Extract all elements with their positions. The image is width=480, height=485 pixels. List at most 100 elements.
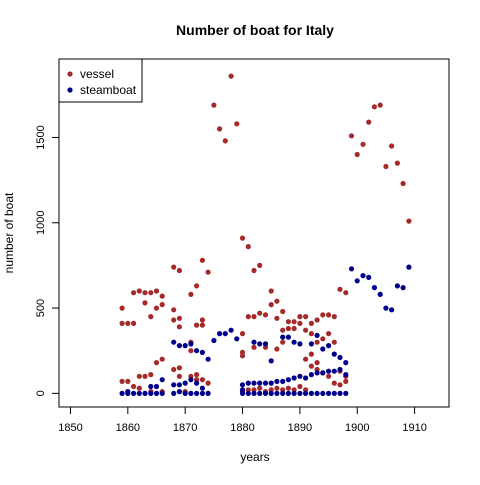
data-point-vessel — [142, 290, 148, 296]
data-point-steamboat — [337, 354, 343, 361]
data-point-vessel — [389, 143, 395, 149]
legend-marker-steamboat — [67, 87, 73, 93]
data-point-vessel — [136, 385, 142, 391]
data-point-vessel — [245, 244, 251, 250]
data-point-steamboat — [383, 305, 389, 311]
y-tick-label: 1000 — [35, 211, 47, 235]
data-point-vessel — [308, 351, 314, 357]
series-steamboat — [119, 264, 412, 396]
data-point-vessel — [320, 312, 326, 318]
data-point-steamboat — [188, 390, 194, 396]
data-point-steamboat — [142, 390, 148, 396]
data-point-vessel — [343, 290, 349, 296]
data-point-vessel — [119, 305, 125, 311]
data-points — [119, 73, 412, 396]
data-point-steamboat — [268, 390, 274, 396]
data-point-vessel — [239, 331, 246, 337]
legend: vessel steamboat — [58, 58, 143, 103]
x-axis: 1850 1860 1870 1880 1890 1900 1910 — [58, 406, 427, 434]
data-point-steamboat — [360, 273, 366, 279]
y-tick-label: 1500 — [35, 125, 47, 149]
data-point-vessel — [268, 288, 274, 294]
data-point-steamboat — [314, 370, 320, 376]
data-point-steamboat — [171, 339, 177, 345]
data-point-steamboat — [366, 274, 372, 280]
x-tick-label: 1890 — [288, 422, 312, 434]
data-point-steamboat — [274, 390, 280, 396]
data-point-steamboat — [262, 341, 269, 347]
data-point-steamboat — [262, 390, 269, 396]
data-point-vessel — [331, 339, 337, 345]
data-point-vessel — [326, 331, 332, 337]
data-point-vessel — [274, 346, 280, 352]
data-point-vessel — [274, 385, 280, 391]
data-point-steamboat — [308, 372, 314, 378]
legend-label-steamboat: steamboat — [80, 83, 137, 97]
data-point-vessel — [188, 348, 194, 354]
data-point-vessel — [331, 314, 337, 320]
data-point-steamboat — [354, 278, 360, 284]
y-tick-label: 0 — [35, 390, 47, 396]
data-point-vessel — [251, 314, 257, 320]
data-point-vessel — [222, 138, 228, 144]
x-tick-label: 1880 — [230, 422, 254, 434]
data-point-steamboat — [326, 368, 332, 374]
data-point-steamboat — [182, 380, 188, 386]
data-point-steamboat — [371, 285, 377, 291]
data-point-steamboat — [222, 331, 228, 337]
plot-frame — [58, 58, 450, 408]
x-tick-label: 1900 — [345, 422, 369, 434]
data-point-vessel — [251, 267, 257, 274]
data-point-steamboat — [348, 266, 355, 272]
data-point-steamboat — [389, 307, 395, 313]
data-point-steamboat — [148, 390, 154, 396]
data-point-steamboat — [320, 370, 326, 376]
data-point-vessel — [337, 382, 343, 388]
data-point-vessel — [280, 339, 286, 345]
data-point-vessel — [211, 102, 217, 108]
data-point-steamboat — [326, 390, 332, 396]
data-point-vessel — [326, 373, 332, 379]
legend-marker-vessel — [67, 71, 73, 77]
data-point-vessel — [176, 365, 182, 371]
data-point-vessel — [257, 262, 263, 268]
x-tick-label: 1910 — [402, 422, 426, 434]
data-point-vessel — [148, 290, 154, 296]
data-point-vessel — [371, 104, 377, 110]
data-point-vessel — [354, 151, 360, 158]
data-point-steamboat — [199, 390, 205, 396]
data-point-steamboat — [234, 336, 240, 342]
data-point-vessel — [291, 319, 297, 325]
data-point-vessel — [194, 283, 200, 289]
data-point-vessel — [314, 317, 320, 323]
data-point-vessel — [125, 378, 131, 384]
data-point-vessel — [262, 312, 269, 318]
data-point-vessel — [148, 372, 154, 378]
y-axis: 0 500 1000 1500 — [35, 125, 60, 396]
data-point-vessel — [153, 305, 160, 311]
data-point-steamboat — [285, 377, 291, 383]
data-point-vessel — [171, 317, 177, 323]
data-point-vessel — [136, 373, 142, 379]
data-point-steamboat — [176, 343, 182, 349]
data-point-vessel — [131, 383, 137, 390]
data-point-steamboat — [280, 390, 286, 396]
data-point-steamboat — [188, 377, 194, 383]
data-point-steamboat — [176, 389, 182, 395]
data-point-vessel — [125, 320, 131, 326]
data-point-steamboat — [291, 390, 297, 396]
data-point-steamboat — [257, 390, 263, 396]
data-point-vessel — [297, 383, 303, 390]
data-point-steamboat — [153, 390, 160, 396]
data-point-steamboat — [331, 351, 337, 357]
data-point-vessel — [285, 385, 291, 391]
data-point-steamboat — [297, 341, 303, 347]
data-point-vessel — [199, 377, 205, 383]
data-point-vessel — [194, 372, 200, 378]
x-tick-label: 1850 — [58, 422, 82, 434]
data-point-steamboat — [394, 283, 400, 289]
data-point-vessel — [360, 141, 366, 147]
data-point-vessel — [308, 320, 314, 326]
data-point-vessel — [199, 257, 205, 263]
